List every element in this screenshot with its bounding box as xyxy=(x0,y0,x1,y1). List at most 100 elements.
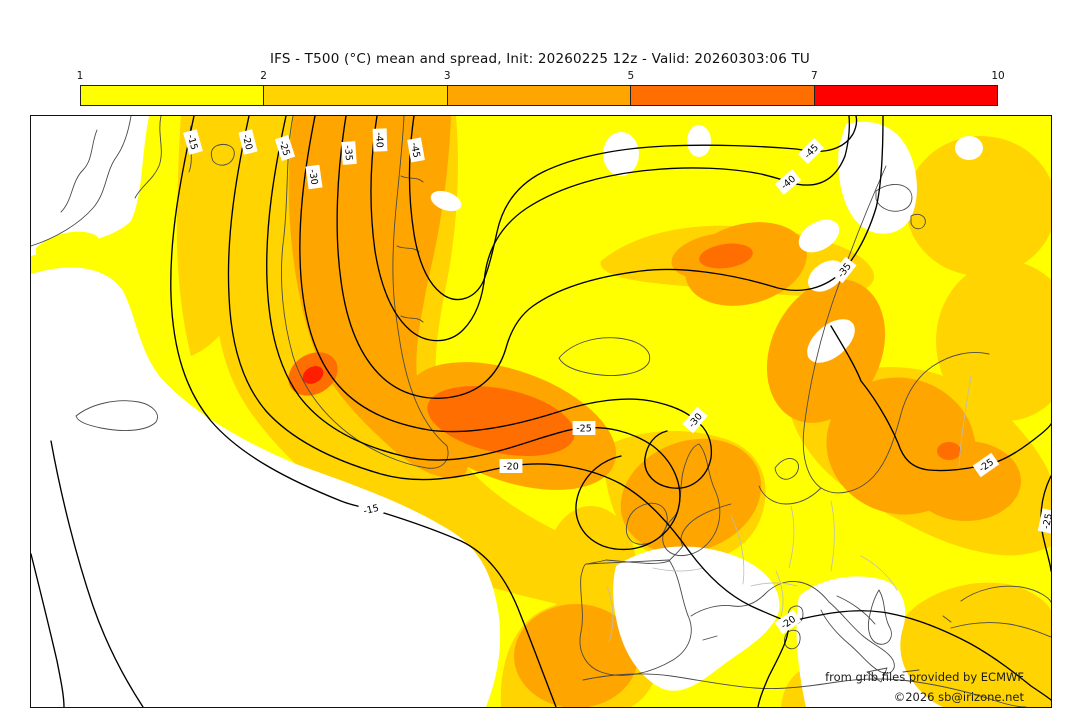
contour-label: -25 xyxy=(572,421,596,435)
colorbar-tick-label: 7 xyxy=(811,70,818,82)
colorbar-segment-7-10 xyxy=(814,86,998,105)
colorbar-segment-5-7 xyxy=(631,86,815,105)
spread-fill-region xyxy=(620,438,762,554)
coastline-path xyxy=(625,502,668,545)
temperature-contour xyxy=(227,116,1051,701)
coastline-path xyxy=(582,673,1027,707)
colorbar-tick-label: 1 xyxy=(76,70,84,82)
spread-fill-region xyxy=(955,136,983,160)
coastline-path xyxy=(392,116,448,447)
spread-fill-region xyxy=(699,243,753,269)
spread-fill-region xyxy=(687,125,711,157)
spread-fill-region xyxy=(838,121,917,234)
contour-label: -40 xyxy=(372,128,388,152)
map-credits: from grib files provided by ECMWF ©2026 … xyxy=(825,670,1024,704)
spread-fill-region xyxy=(302,366,324,384)
coastline-path xyxy=(690,581,830,617)
spread-fill-orange-layer xyxy=(288,116,1021,707)
coastline-path xyxy=(866,667,920,683)
contour-label: -15 xyxy=(358,499,384,519)
colorbar-tick-label: 3 xyxy=(443,70,451,82)
coastline-path xyxy=(134,116,162,199)
colorbar-tick-label: 2 xyxy=(260,70,267,82)
temperature-contour xyxy=(266,116,681,551)
colorbar-tick-row: 1 2 3 5 7 10 xyxy=(76,70,1005,84)
spread-fill-region xyxy=(911,441,1021,521)
spread-fill-region xyxy=(906,136,1051,276)
temperature-contour xyxy=(299,116,713,489)
svg-text:-20: -20 xyxy=(240,133,254,151)
contour-label: -30 xyxy=(305,164,323,190)
credit-copyright: ©2026 sb@irizone.net xyxy=(894,690,1025,704)
contour-label: -35 xyxy=(341,141,357,165)
country-borders xyxy=(606,375,972,643)
contour-label: -25 xyxy=(274,134,296,162)
country-border-path xyxy=(750,555,898,617)
temperature-contour xyxy=(50,440,144,707)
coastline-path xyxy=(75,400,158,431)
svg-text:-45: -45 xyxy=(408,142,422,159)
page-title: IFS - T500 (°C) mean and spread, Init: 2… xyxy=(269,51,811,67)
temperature-contours xyxy=(31,116,1051,707)
spread-fill-region xyxy=(936,261,1051,421)
map-frame: -15 -20 -25 -30 -35 -40 -45 -45 -40 -35 -30 -25 -20-… xyxy=(30,115,1052,708)
coastline-path xyxy=(558,337,651,376)
country-border-path xyxy=(788,500,835,572)
temperature-contour xyxy=(1040,475,1051,572)
spread-fill-region xyxy=(430,190,462,212)
credit-source: from grib files provided by ECMWF xyxy=(825,670,1024,684)
temperature-contour xyxy=(830,325,1051,472)
spread-fill-red-layer xyxy=(302,366,324,384)
svg-text:-25: -25 xyxy=(576,424,592,435)
spread-fill-region xyxy=(288,116,468,479)
country-border-path xyxy=(606,585,614,643)
spread-fill-region xyxy=(31,267,501,707)
contour-label: -20 xyxy=(238,129,258,155)
weather-map: -15 -20 -25-30-35-40-45 -45-40-35-30-25-20-… xyxy=(31,116,1051,707)
spread-fill-region xyxy=(613,546,780,691)
svg-text:-25: -25 xyxy=(1041,512,1051,529)
coastline-path xyxy=(942,585,1051,638)
spread-fill-region xyxy=(798,219,840,253)
colorbar-bar xyxy=(80,85,998,106)
country-border-path xyxy=(652,567,704,572)
temperature-contour xyxy=(757,621,790,707)
country-border-path xyxy=(730,515,745,585)
country-border-path xyxy=(958,375,972,467)
spread-fill-region xyxy=(807,319,855,363)
svg-text:-25: -25 xyxy=(276,139,291,157)
coastline-path xyxy=(820,601,895,674)
spread-fill-region xyxy=(36,231,100,260)
coastline-path xyxy=(758,457,822,505)
spread-colorbar: 1 2 3 5 7 10 xyxy=(76,70,1005,106)
spread-fill-region xyxy=(796,576,943,707)
colorbar-tick-label: 10 xyxy=(991,70,1005,82)
coastline-path xyxy=(868,589,892,645)
temperature-contour xyxy=(170,116,557,707)
colorbar-segment-2-3 xyxy=(264,86,448,105)
coastline-path xyxy=(281,116,449,469)
coastline-path xyxy=(210,144,235,166)
coastline-path xyxy=(875,184,926,230)
coastline-path xyxy=(579,559,692,676)
coastline-path xyxy=(31,116,132,247)
colorbar-tick-label: 5 xyxy=(627,70,635,82)
svg-text:-35: -35 xyxy=(342,145,354,161)
colorbar-segment-1-2 xyxy=(81,86,265,105)
temperature-contour xyxy=(31,553,65,707)
svg-text:-30: -30 xyxy=(306,169,319,186)
spread-fill-region xyxy=(514,604,638,707)
contour-label: -25 xyxy=(1037,508,1051,534)
coastlines xyxy=(31,116,1051,707)
contour-label: -20 xyxy=(499,459,523,473)
spread-fill-white-layer xyxy=(31,116,983,707)
spread-fill-region xyxy=(807,260,845,292)
svg-text:-20: -20 xyxy=(503,462,519,473)
temperature-contour xyxy=(336,116,884,399)
spread-fill-region xyxy=(603,132,639,176)
coastline-path xyxy=(836,595,876,625)
colorbar-segment-3-5 xyxy=(447,86,632,105)
coastline-path xyxy=(662,443,721,557)
spread-fill-region xyxy=(937,442,961,460)
